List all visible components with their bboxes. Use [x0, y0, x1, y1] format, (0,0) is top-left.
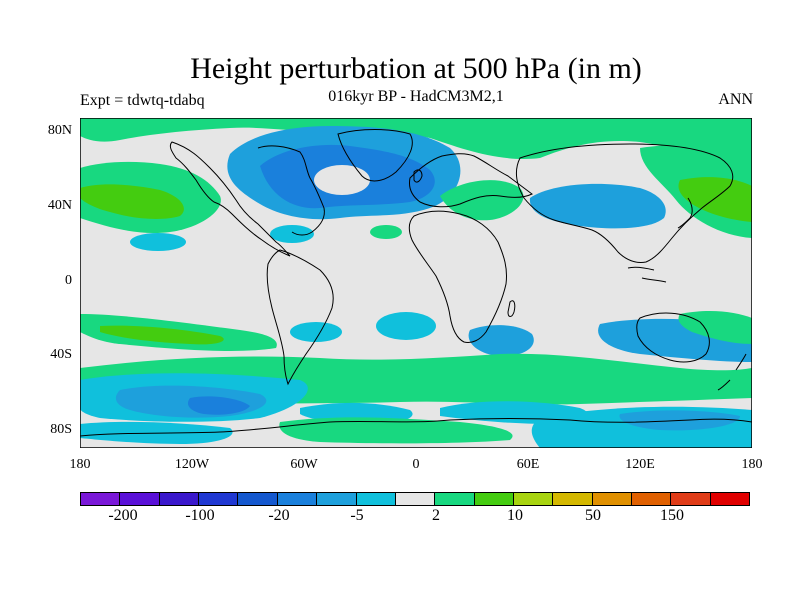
colorbar-label: -5	[350, 507, 364, 524]
coastline-new-zealand	[717, 353, 747, 391]
lat-tick-label: 40N	[47, 198, 72, 213]
coastline-indonesia	[627, 266, 667, 283]
lat-tick-label: 40S	[50, 347, 72, 362]
colorbar-label: 150	[660, 507, 684, 524]
contour-region	[678, 311, 752, 344]
coastline-greenland	[337, 129, 413, 182]
lat-tick-label: 80N	[47, 123, 72, 138]
contour-region	[290, 322, 342, 342]
colorbar-swatch	[632, 493, 672, 505]
contour-region	[130, 233, 186, 251]
experiment-label: Expt = tdwtq-tdabq	[80, 92, 205, 109]
colorbar-swatch	[159, 493, 200, 505]
colorbar-swatch	[710, 493, 750, 505]
colorbar-swatch	[356, 493, 396, 505]
coastline-australia	[636, 312, 710, 363]
contour-region	[440, 180, 524, 221]
contour-region	[187, 396, 250, 415]
coastline-madagascar	[507, 300, 516, 317]
lon-tick-label: 180	[69, 457, 91, 472]
coastlines	[80, 129, 752, 437]
colorbar-swatch	[199, 493, 239, 505]
colorbar-label: -100	[185, 507, 215, 524]
colorbar-swatch	[395, 493, 436, 505]
coastline-japan	[677, 197, 693, 229]
colorbar-swatch	[277, 493, 318, 505]
contour-region	[279, 417, 513, 444]
colorbar-swatch	[474, 493, 514, 505]
lon-tick-label: 120W	[174, 457, 210, 472]
contour-region	[376, 312, 436, 340]
contour-region	[80, 184, 184, 219]
colorbar-label: 10	[507, 507, 523, 524]
lon-tick-label: 60W	[290, 457, 318, 472]
colorbar-swatch	[120, 493, 160, 505]
colorbar	[80, 492, 750, 506]
colorbar-label: 50	[585, 507, 601, 524]
lat-tick-label: 80S	[50, 422, 72, 437]
colorbar-swatch	[553, 493, 593, 505]
coastline-antarctica	[80, 418, 752, 437]
lon-tick-label: 180	[741, 457, 763, 472]
season-label: ANN	[718, 91, 753, 108]
coastline-europe	[409, 153, 533, 208]
coastline-africa	[408, 210, 507, 343]
chart-title: Height perturbation at 500 hPa (in m)	[190, 52, 642, 85]
colorbar-label: -20	[268, 507, 290, 524]
contour-region	[314, 165, 370, 195]
contour-fills	[80, 118, 752, 448]
coastline-south-america	[266, 249, 334, 386]
map-panel	[74, 117, 753, 454]
colorbar-label: 2	[432, 507, 440, 524]
lon-tick-label: 120E	[625, 457, 655, 472]
contour-region	[529, 183, 666, 229]
colorbar-swatch	[238, 493, 278, 505]
lon-tick-label: 60E	[516, 457, 540, 472]
colorbar-swatch	[435, 493, 475, 505]
colorbar-swatch	[317, 493, 357, 505]
height-perturbation-map	[74, 117, 753, 454]
coastline-uk	[413, 169, 423, 183]
chart-subtitle: 016kyr BP - HadCM3M2,1	[328, 88, 504, 105]
coastline-asia	[516, 143, 734, 263]
contour-region	[678, 177, 752, 222]
contour-region	[100, 325, 224, 345]
contour-region	[370, 225, 402, 239]
colorbar-swatch	[513, 493, 554, 505]
lat-tick-label: 0	[65, 273, 72, 288]
coastline-north-america	[169, 141, 291, 257]
contour-region	[80, 118, 752, 160]
contour-region	[270, 225, 314, 243]
coastline-north-america-east	[257, 145, 325, 236]
colorbar-swatch	[671, 493, 711, 505]
colorbar-swatch	[81, 493, 121, 505]
lon-tick-label: 0	[412, 457, 420, 472]
colorbar-label: -200	[108, 507, 138, 524]
colorbar-swatch	[592, 493, 633, 505]
